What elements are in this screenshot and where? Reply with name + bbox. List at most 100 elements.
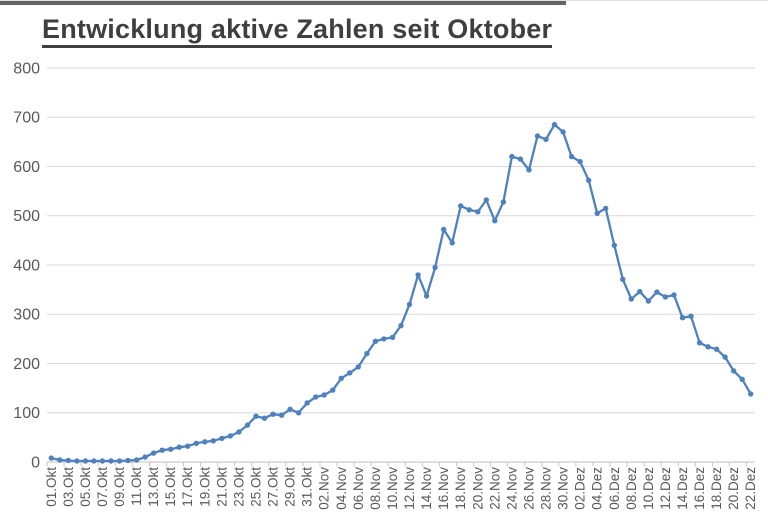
data-point-marker xyxy=(270,411,276,417)
data-point-marker xyxy=(560,129,566,135)
y-axis-label: 100 xyxy=(13,405,40,422)
x-axis-label: 12.Dez xyxy=(658,467,673,510)
x-axis-label: 02.Dez xyxy=(573,467,588,510)
data-point-marker xyxy=(253,413,259,419)
y-axis-label: 400 xyxy=(13,257,40,274)
data-point-marker xyxy=(645,298,652,304)
chart-title: Entwicklung aktive Zahlen seit Oktober xyxy=(42,14,553,48)
data-point-marker xyxy=(364,350,370,357)
y-axis-label: 700 xyxy=(13,110,40,127)
data-point-marker xyxy=(244,422,251,428)
x-axis-label: 17.Okt xyxy=(180,467,195,507)
data-point-marker xyxy=(210,438,216,444)
data-point-marker xyxy=(82,458,89,464)
data-point-marker xyxy=(722,354,728,360)
data-point-marker xyxy=(313,394,319,400)
data-point-marker xyxy=(159,447,165,453)
x-axis-label: 13.Okt xyxy=(146,467,161,507)
data-point-marker xyxy=(739,376,745,382)
data-point-marker xyxy=(398,322,404,329)
data-point-marker xyxy=(304,400,310,406)
x-axis-label: 25.Okt xyxy=(248,467,263,507)
x-axis-label: 28.Nov xyxy=(539,467,554,510)
data-point-marker xyxy=(295,410,302,416)
data-point-marker xyxy=(406,301,413,308)
data-point-marker xyxy=(372,338,379,344)
x-axis-label: 29.Okt xyxy=(283,467,298,507)
data-point-marker xyxy=(688,313,694,319)
data-point-marker xyxy=(551,121,558,128)
x-axis-label: 11.Okt xyxy=(129,467,144,506)
data-point-marker xyxy=(99,458,106,464)
data-point-marker xyxy=(142,454,148,460)
data-point-marker xyxy=(748,391,754,397)
y-axis-label: 200 xyxy=(13,356,40,373)
data-point-marker xyxy=(696,340,703,346)
data-point-marker xyxy=(338,375,344,381)
data-point-marker xyxy=(449,240,455,246)
data-point-marker xyxy=(679,315,686,321)
x-axis-label: 06.Nov xyxy=(351,467,366,510)
data-point-marker xyxy=(475,209,481,215)
data-point-marker xyxy=(347,370,353,376)
x-axis-label: 04.Dez xyxy=(590,467,605,510)
data-point-marker xyxy=(176,444,182,450)
data-point-marker xyxy=(193,440,199,446)
data-point-marker xyxy=(65,457,72,464)
data-point-marker xyxy=(654,289,660,295)
x-axis-label: 16.Nov xyxy=(436,467,451,510)
data-point-marker xyxy=(492,218,498,224)
top-hairline-divider xyxy=(0,0,768,1)
chart-title-text: Entwicklung aktive Zahlen seit Oktober xyxy=(42,14,553,48)
data-point-marker xyxy=(381,336,387,342)
data-point-marker xyxy=(466,207,472,213)
data-point-marker xyxy=(74,458,80,464)
data-point-marker xyxy=(389,334,396,341)
x-axis-label: 14.Nov xyxy=(419,467,434,510)
data-point-marker xyxy=(278,412,285,418)
x-axis-label: 31.Okt xyxy=(300,467,315,507)
data-point-marker xyxy=(662,294,669,300)
x-axis-label: 10.Nov xyxy=(385,467,400,510)
data-point-marker xyxy=(731,368,737,374)
data-point-marker xyxy=(227,433,234,439)
data-point-marker xyxy=(287,406,293,412)
data-point-marker xyxy=(432,264,438,271)
data-point-marker xyxy=(500,199,507,205)
data-point-marker xyxy=(671,292,677,298)
data-point-marker xyxy=(185,443,191,449)
x-axis-label: 08.Dez xyxy=(624,467,639,510)
data-point-marker xyxy=(236,429,242,435)
x-axis-label: 19.Okt xyxy=(197,467,212,507)
x-axis-label: 24.Nov xyxy=(504,467,519,510)
data-point-marker xyxy=(577,158,583,165)
data-point-marker xyxy=(150,450,157,456)
data-point-marker xyxy=(603,205,609,212)
top-border-strip xyxy=(0,1,566,5)
data-point-marker xyxy=(568,153,575,160)
data-point-marker xyxy=(620,276,626,282)
x-axis-label: 20.Nov xyxy=(470,467,485,510)
x-axis-label: 26.Nov xyxy=(521,467,536,510)
data-point-marker xyxy=(133,457,140,463)
data-point-marker xyxy=(168,446,174,452)
data-point-marker xyxy=(534,133,541,139)
data-point-marker xyxy=(48,455,54,461)
data-point-marker xyxy=(57,457,63,463)
data-point-marker xyxy=(705,344,711,350)
x-axis-label: 14.Dez xyxy=(675,467,690,510)
data-point-marker xyxy=(321,392,327,398)
y-axis-label: 600 xyxy=(13,159,40,176)
data-point-marker xyxy=(526,167,532,173)
data-point-marker xyxy=(202,439,208,445)
y-axis-label: 300 xyxy=(13,307,40,324)
data-point-marker xyxy=(628,296,634,302)
x-axis-label: 27.Okt xyxy=(266,467,281,507)
data-point-marker xyxy=(441,226,447,233)
data-point-marker xyxy=(543,136,549,143)
data-point-marker xyxy=(219,435,225,442)
data-point-marker xyxy=(355,364,361,370)
x-axis-label: 21.Okt xyxy=(214,467,229,507)
